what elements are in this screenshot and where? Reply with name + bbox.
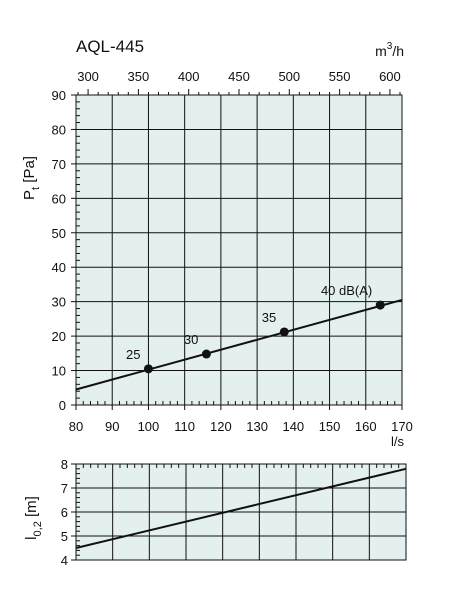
main-y-tick-label: 30 bbox=[52, 295, 66, 310]
throw-y-axis-label-rest: [m] bbox=[23, 496, 40, 521]
throw-y-tick-label: 6 bbox=[61, 505, 68, 520]
throw-y-axis-label-main: l bbox=[23, 536, 40, 539]
main-x-tick-label: 170 bbox=[391, 419, 413, 434]
main-x-axis: 80 90 100 110 120 130 140 150 160 170 bbox=[69, 405, 413, 434]
throw-y-axis-label-sub: 0,2 bbox=[32, 521, 44, 536]
main-y-axis-label-sub: t bbox=[30, 187, 42, 190]
main-grid bbox=[75, 94, 403, 406]
main-x-tick-label: 110 bbox=[174, 419, 195, 434]
top-axis-unit-suffix: /h bbox=[392, 43, 404, 59]
main-minor-ticks bbox=[76, 101, 396, 405]
main-y-tick-label: 60 bbox=[52, 191, 66, 206]
noise-level-label: 25 bbox=[126, 347, 140, 362]
main-y-axis-label-rest: [Pa] bbox=[21, 156, 38, 187]
throw-minor-ticks bbox=[76, 464, 400, 556]
main-x-tick-label: 150 bbox=[319, 419, 341, 434]
main-series bbox=[75, 298, 403, 391]
main-x-tick-label: 120 bbox=[210, 419, 232, 434]
top-tick-label: 300 bbox=[77, 69, 99, 84]
top-axis-unit-base: m bbox=[375, 43, 387, 59]
main-x-tick-label: 90 bbox=[105, 419, 119, 434]
throw-y-axis-label: l0,2 [m] bbox=[23, 496, 44, 540]
throw-series-line bbox=[75, 467, 407, 549]
throw-series bbox=[75, 467, 407, 549]
main-y-tick-label: 0 bbox=[59, 398, 66, 413]
top-tick-label: 450 bbox=[228, 69, 250, 84]
main-x-tick-label: 80 bbox=[69, 419, 83, 434]
throw-y-tick-label: 7 bbox=[61, 481, 68, 496]
main-points: 25 30 35 40 dB(A) bbox=[126, 283, 385, 374]
noise-level-label: 35 bbox=[262, 310, 276, 325]
main-series-line bbox=[75, 298, 403, 391]
main-y-axis: 0 10 20 30 40 50 60 70 80 90 bbox=[52, 88, 76, 413]
main-y-tick-label: 70 bbox=[52, 157, 66, 172]
throw-y-tick-label: 5 bbox=[61, 529, 68, 544]
main-y-tick-label: 90 bbox=[52, 88, 66, 103]
main-y-tick-label: 10 bbox=[52, 364, 66, 379]
main-x-tick-label: 140 bbox=[282, 419, 304, 434]
noise-level-point bbox=[143, 364, 153, 374]
throw-y-axis: 4 5 6 7 8 bbox=[61, 457, 76, 568]
main-x-tick-label: 130 bbox=[246, 419, 268, 434]
main-x-axis-label: l/s bbox=[391, 434, 405, 449]
throw-y-tick-label: 8 bbox=[61, 457, 68, 472]
top-axis: 300 350 400 450 500 550 600 bbox=[77, 69, 401, 95]
top-tick-label: 550 bbox=[329, 69, 351, 84]
throw-y-tick-label: 4 bbox=[61, 553, 68, 568]
main-plot-area bbox=[75, 94, 403, 406]
noise-level-point bbox=[201, 349, 211, 359]
throw-grid bbox=[75, 463, 407, 561]
top-tick-label: 600 bbox=[379, 69, 401, 84]
main-y-tick-label: 50 bbox=[52, 226, 66, 241]
main-x-tick-label: 100 bbox=[138, 419, 160, 434]
noise-level-point bbox=[375, 300, 385, 310]
noise-level-label: 30 bbox=[184, 332, 198, 347]
top-axis-unit: m3/h bbox=[375, 41, 404, 59]
noise-level-label: 40 dB(A) bbox=[321, 283, 372, 298]
noise-level-point bbox=[279, 327, 289, 337]
main-x-tick-label: 160 bbox=[355, 419, 377, 434]
top-tick-label: 400 bbox=[178, 69, 200, 84]
top-axis-unit-exp: 3 bbox=[387, 41, 393, 52]
main-y-axis-label: Pt [Pa] bbox=[21, 156, 42, 200]
chart-title: AQL-445 bbox=[76, 37, 144, 56]
main-y-tick-label: 80 bbox=[52, 122, 66, 137]
main-y-tick-label: 40 bbox=[52, 260, 66, 275]
main-y-axis-label-main: P bbox=[21, 190, 38, 200]
main-y-tick-label: 20 bbox=[52, 329, 66, 344]
top-tick-label: 500 bbox=[278, 69, 300, 84]
top-tick-label: 350 bbox=[128, 69, 150, 84]
